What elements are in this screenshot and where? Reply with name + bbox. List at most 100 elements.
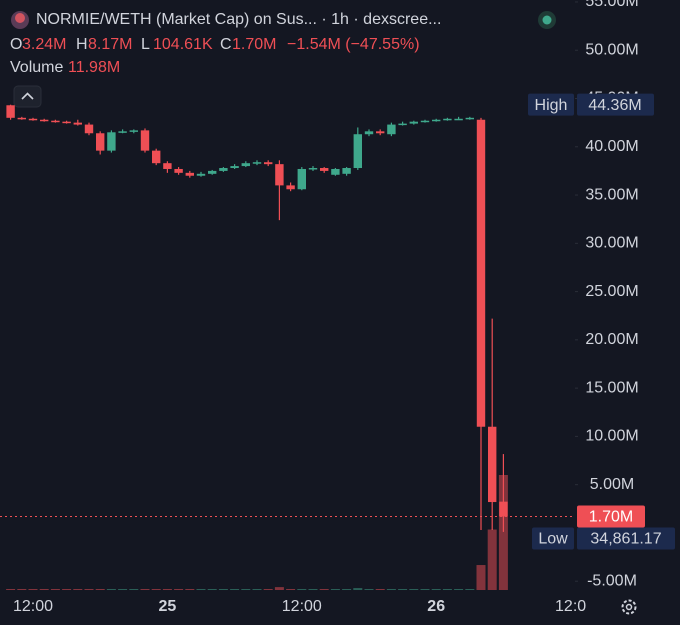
y-tick-label: 5.00M — [590, 476, 634, 493]
candle-body — [107, 132, 116, 151]
y-tick-label: 30.00M — [585, 235, 638, 252]
candle-body — [443, 118, 452, 121]
candle-body — [6, 105, 15, 118]
settings-icon[interactable] — [621, 599, 637, 615]
volume-bar — [442, 589, 452, 590]
volume-bar — [330, 589, 340, 590]
y-tick-label: -5.00M — [587, 572, 637, 589]
candle-body — [96, 133, 105, 151]
volume-bar — [263, 589, 273, 590]
collapse-button[interactable] — [13, 85, 42, 108]
volume-bar — [476, 565, 486, 590]
candle-body — [376, 131, 385, 134]
volume-bar — [286, 589, 296, 590]
volume-bar — [174, 589, 184, 590]
candle-body — [387, 124, 396, 135]
x-tick-label: 25 — [159, 598, 177, 615]
low-name-box — [532, 527, 574, 550]
legend-close: 1.70M — [232, 36, 276, 53]
x-tick-label: 12:00 — [13, 598, 53, 615]
y-tick-label: 40.00M — [585, 138, 638, 155]
volume-bar — [274, 587, 284, 590]
candle-body — [252, 162, 262, 164]
candle-body — [331, 168, 340, 175]
candle-body — [420, 120, 430, 123]
candle-body — [163, 163, 172, 169]
candle-body — [275, 164, 284, 186]
volume-bar — [207, 589, 217, 590]
candle-body — [84, 124, 94, 134]
candle-body — [174, 168, 183, 173]
volume-bar — [398, 589, 408, 590]
collapse-icon — [21, 92, 34, 100]
volume-bar — [95, 589, 105, 590]
legend-h: H — [76, 36, 88, 53]
candle-body — [40, 119, 49, 122]
legend-open: 3.24M — [22, 36, 66, 53]
volume-bar — [185, 589, 195, 590]
legend-volume: 11.98M — [68, 59, 120, 76]
last-price-label: 1.70M — [589, 509, 633, 526]
legend-low: 104.61K — [153, 36, 213, 53]
volume-bar — [252, 589, 262, 590]
candle-body — [488, 426, 497, 503]
candle-body — [353, 134, 362, 169]
volume-bar — [498, 474, 508, 590]
volume-bar — [409, 589, 419, 590]
token-icon-inner — [15, 13, 25, 23]
settings-hub — [625, 603, 633, 611]
candle-body — [140, 130, 150, 151]
volume-bar — [465, 589, 475, 590]
candle-body — [62, 121, 71, 124]
y-tick-label: 50.00M — [585, 41, 638, 58]
volume-bar — [39, 589, 49, 590]
volume-bar — [319, 589, 329, 590]
last-price-box — [577, 505, 645, 528]
candle-body — [185, 172, 194, 176]
legend-change: −1.54M (−47.55%) — [287, 36, 420, 53]
candle-body — [219, 168, 228, 171]
chart-title: NORMIE/WETH (Market Cap) on Sus... · 1h … — [36, 11, 441, 28]
candle-body — [454, 118, 463, 121]
legend-high: 8.17M — [88, 36, 132, 53]
candle-body — [264, 162, 273, 165]
high-value-box — [577, 93, 654, 116]
x-tick-label: 26 — [427, 598, 445, 615]
candle-body — [286, 185, 295, 190]
volume-bar — [386, 589, 396, 590]
candle-body — [308, 168, 318, 170]
volume-bar — [196, 589, 206, 590]
volume-bar — [84, 589, 94, 590]
candle-body — [129, 130, 138, 132]
volume-bar — [218, 589, 228, 590]
volume-bar — [140, 589, 150, 590]
volume-bar — [73, 589, 83, 590]
volume-bar — [487, 529, 497, 590]
volume-bar — [62, 589, 72, 590]
volume-bar — [308, 589, 318, 590]
candle-body — [51, 120, 60, 123]
volume-bar — [230, 589, 240, 590]
y-tick-label: 55.00M — [585, 0, 638, 10]
volume-bar — [420, 589, 430, 590]
candle-body — [73, 122, 82, 125]
volume-bar — [50, 589, 60, 590]
plot-area — [0, 104, 575, 590]
candle-body — [342, 168, 351, 174]
volume-bar — [129, 589, 139, 590]
legend-o: O — [10, 36, 22, 53]
candle-body — [409, 121, 418, 124]
x-tick-label: 12:0 — [555, 598, 586, 615]
volume-bar — [151, 589, 161, 590]
high-value: 44.36M — [588, 97, 641, 114]
high-name: High — [535, 97, 568, 114]
candle-body — [17, 117, 26, 120]
candle-body — [398, 123, 407, 126]
y-tick-label: 25.00M — [585, 283, 638, 300]
legend-volume-name: Volume — [10, 59, 63, 76]
volume-bar — [431, 589, 441, 590]
volume-bar — [353, 588, 363, 590]
candle-body — [320, 168, 329, 171]
high-name-box — [528, 93, 574, 116]
